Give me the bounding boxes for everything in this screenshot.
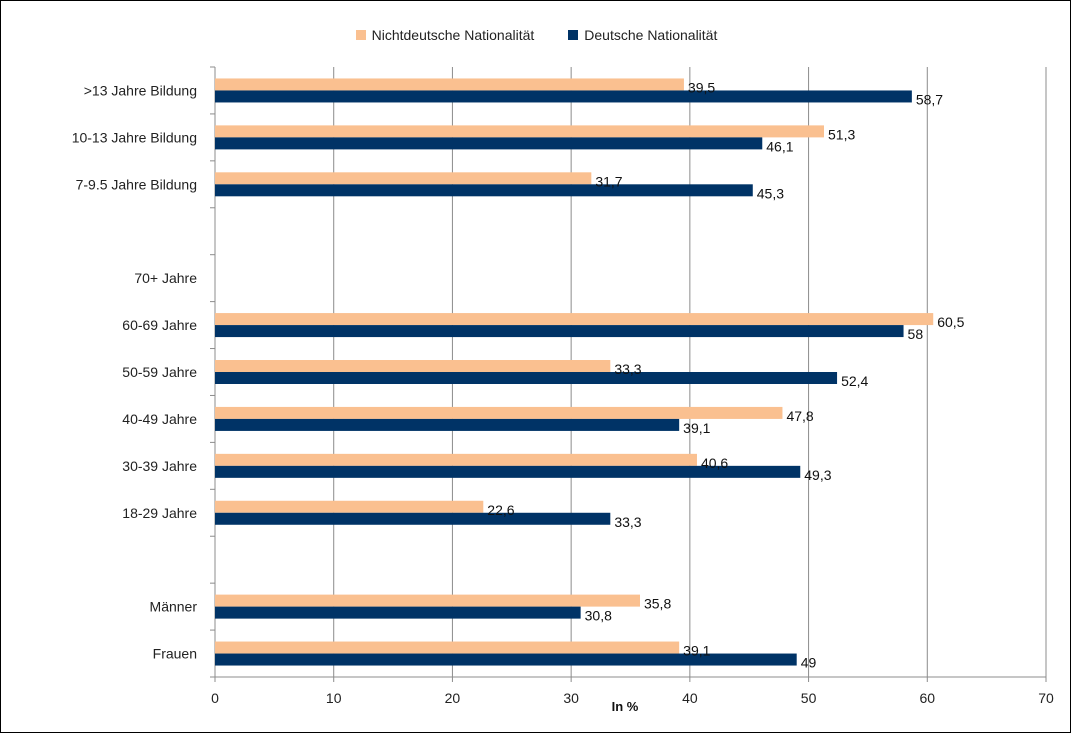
bar bbox=[215, 325, 904, 338]
data-label: 22,6 bbox=[487, 502, 514, 518]
data-label: 58 bbox=[908, 326, 924, 342]
bar bbox=[215, 78, 684, 91]
data-label: 45,3 bbox=[757, 185, 784, 201]
y-tick-label: 40-49 Jahre bbox=[122, 411, 197, 427]
bar bbox=[215, 653, 797, 666]
data-label: 35,8 bbox=[644, 596, 671, 612]
legend-item-deutsche: Deutsche Nationalität bbox=[568, 27, 717, 43]
bar bbox=[215, 606, 581, 619]
data-label: 52,4 bbox=[841, 373, 868, 389]
data-label: 33,3 bbox=[614, 361, 641, 377]
bar bbox=[215, 418, 680, 431]
legend-item-nichtdeutsche: Nichtdeutsche Nationalität bbox=[355, 27, 535, 43]
bar bbox=[215, 172, 592, 185]
data-label: 40,6 bbox=[701, 455, 728, 471]
x-tick-label: 70 bbox=[1038, 690, 1054, 706]
bar bbox=[215, 90, 912, 103]
data-label: 49,3 bbox=[804, 467, 831, 483]
x-tick-label: 10 bbox=[326, 690, 342, 706]
x-tick-label: 0 bbox=[211, 690, 219, 706]
bar bbox=[215, 360, 611, 372]
data-label: 47,8 bbox=[786, 408, 813, 424]
data-label: 31,7 bbox=[595, 173, 622, 189]
bar bbox=[215, 137, 763, 150]
y-tick-label: 7-9.5 Jahre Bildung bbox=[76, 176, 197, 192]
bar bbox=[215, 465, 801, 478]
y-tick-label: Männer bbox=[150, 599, 198, 615]
data-label: 39,1 bbox=[683, 643, 710, 659]
bars bbox=[215, 78, 934, 666]
bar bbox=[215, 500, 484, 513]
y-tick-label: 60-69 Jahre bbox=[122, 317, 197, 333]
bar bbox=[215, 453, 697, 466]
legend-swatch-nichtdeutsche bbox=[355, 30, 366, 40]
data-label: 51,3 bbox=[828, 126, 855, 142]
legend-label-nichtdeutsche: Nichtdeutsche Nationalität bbox=[371, 27, 535, 43]
data-labels: 39,5 58,7 51,3 46,1 31,7 45,3 60,5 58 33,3 52,4 47… bbox=[487, 79, 964, 670]
legend-swatch-deutsche bbox=[568, 30, 579, 40]
data-label: 58,7 bbox=[916, 91, 943, 107]
tick-labels: >13 Jahre Bildung 10-13 Jahre Bildung 7-9.… bbox=[72, 82, 1054, 706]
y-tick-label: 50-59 Jahre bbox=[122, 364, 197, 380]
y-tick-label: >13 Jahre Bildung bbox=[84, 82, 197, 98]
data-label: 60,5 bbox=[937, 314, 964, 330]
legend: Nichtdeutsche Nationalität Deutsche Nati… bbox=[1, 27, 1071, 43]
x-axis-title: In % bbox=[612, 699, 639, 714]
x-tick-label: 50 bbox=[801, 690, 817, 706]
y-tick-label: 10-13 Jahre Bildung bbox=[72, 129, 197, 145]
bar bbox=[215, 313, 934, 326]
data-label: 49 bbox=[801, 655, 817, 671]
y-tick-label: 18-29 Jahre bbox=[122, 505, 197, 521]
bar bbox=[215, 406, 783, 419]
y-tick-label: 30-39 Jahre bbox=[122, 458, 197, 474]
data-label: 39,5 bbox=[688, 79, 715, 95]
bar bbox=[215, 184, 753, 197]
data-label: 46,1 bbox=[766, 138, 793, 154]
x-tick-label: 20 bbox=[445, 690, 461, 706]
bar bbox=[215, 125, 825, 138]
x-tick-label: 40 bbox=[682, 690, 698, 706]
data-label: 33,3 bbox=[614, 514, 641, 530]
x-tick-label: 60 bbox=[919, 690, 935, 706]
bar bbox=[215, 372, 838, 384]
data-label: 30,8 bbox=[585, 608, 612, 624]
y-tick-label: Frauen bbox=[153, 646, 197, 662]
bar bbox=[215, 641, 680, 654]
bar bbox=[215, 512, 611, 525]
legend-label-deutsche: Deutsche Nationalität bbox=[584, 27, 718, 43]
x-tick-label: 30 bbox=[563, 690, 579, 706]
data-label: 39,1 bbox=[683, 420, 710, 436]
bar bbox=[215, 594, 640, 607]
y-tick-label: 70+ Jahre bbox=[134, 270, 197, 286]
